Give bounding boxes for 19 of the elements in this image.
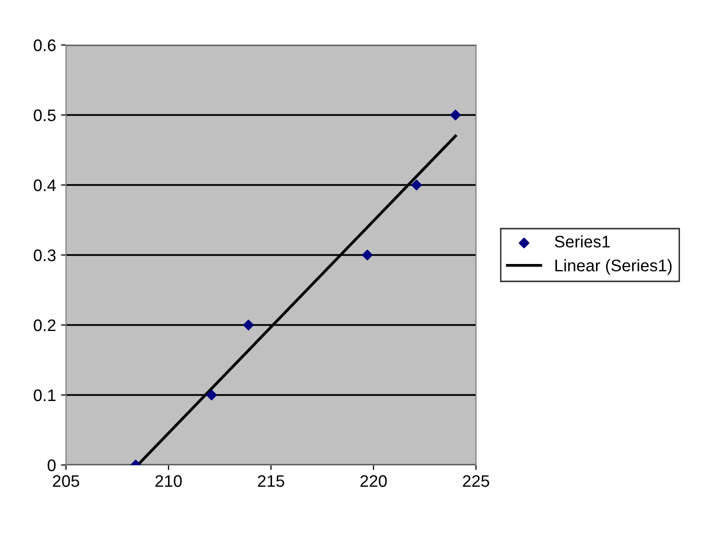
y-tick-label: 0.6 — [34, 39, 56, 52]
y-tick-label: 0.5 — [34, 109, 56, 122]
y-tick-label: 0.4 — [34, 179, 56, 192]
point — [243, 320, 254, 330]
point — [206, 390, 217, 400]
x-tick-label: 215 — [258, 475, 284, 487]
y-tick-label: 0.1 — [34, 389, 56, 402]
point — [362, 250, 373, 260]
legend-label: Series1 — [554, 235, 610, 248]
x-tick-label: 210 — [155, 475, 182, 487]
y-tick-label: 0.3 — [34, 249, 56, 262]
x-tick-label: 225 — [462, 475, 490, 487]
x-tick-label: 205 — [52, 475, 80, 487]
legend-label: Linear (Series1) — [555, 259, 672, 275]
y-tick-label: 0 — [48, 459, 56, 472]
y-tick-label: 0.2 — [34, 319, 56, 332]
x-tick-label: 220 — [360, 475, 387, 487]
point — [411, 180, 422, 190]
point — [450, 110, 461, 120]
